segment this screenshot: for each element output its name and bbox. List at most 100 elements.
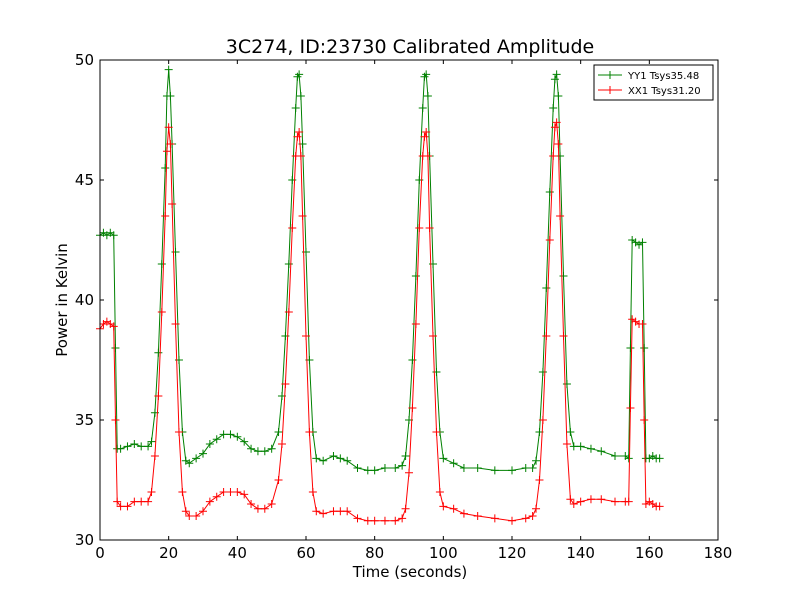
data-point [576,442,585,451]
data-point [556,212,565,220]
data-point [597,495,606,504]
data-point [113,497,122,506]
data-point [137,497,146,506]
data-point [370,516,379,525]
series-line [99,69,660,471]
chart-title: 3C274, ID:23730 Calibrated Amplitude [226,36,594,58]
data-point [212,435,221,444]
data-point [226,488,235,496]
data-point [545,188,554,196]
data-point [312,454,321,463]
data-point [508,466,516,475]
legend-marker [606,86,614,94]
data-point [240,490,249,499]
data-point [116,444,125,453]
data-point [247,500,256,508]
data-point [192,512,201,520]
data-point [144,442,153,451]
data-point [219,488,228,496]
legend: YY1 Tsys35.48 XX1 Tsys31.20 [593,64,714,101]
data-point [144,497,153,506]
data-point [626,344,635,352]
data-point [233,432,242,441]
data-point [640,416,649,424]
data-point [554,92,563,100]
data-point [284,260,293,268]
data-point [329,452,338,460]
data-point [528,464,537,472]
x-tick-label: 20 [159,544,178,562]
data-point [161,212,170,220]
data-point [586,495,595,504]
data-point [157,308,166,316]
data-point [296,152,305,160]
data-point [154,392,163,400]
data-point [408,404,417,412]
data-point [185,459,194,468]
data-point [166,140,175,148]
data-point [253,447,262,456]
data-point [166,92,175,100]
data-point [611,452,619,460]
data-point [521,464,530,472]
data-point [305,428,314,436]
data-point [554,140,563,148]
data-point [111,416,120,424]
data-point [380,464,389,472]
data-point [123,442,132,451]
data-point [401,504,410,513]
data-point [219,430,228,439]
data-point [528,512,537,520]
data-point [405,468,413,477]
data-point [199,449,207,458]
x-tick-label: 180 [704,544,733,562]
data-point [253,504,262,513]
data-point [226,430,235,439]
data-point [111,344,120,352]
data-point [178,488,187,496]
data-point [284,308,293,316]
data-point [164,123,173,132]
data-point [319,509,328,518]
data-point [435,488,444,496]
series-1 [96,118,664,525]
data-point [293,132,302,141]
data-point [123,502,132,511]
data-point [199,507,207,516]
data-point [274,428,283,436]
data-point [532,456,541,465]
x-tick-label: 160 [635,544,664,562]
data-point [422,70,431,79]
data-point [329,507,338,516]
data-point [401,452,410,460]
x-tick-label: 60 [296,544,315,562]
data-point [181,507,190,516]
y-tick-label: 40 [75,291,94,309]
data-point [353,514,362,523]
data-point [291,104,300,112]
data-point [343,456,352,465]
y-tick-label: 45 [75,171,94,189]
data-point [532,504,541,513]
data-point [490,514,499,523]
data-point [550,75,559,84]
plot-area [96,65,664,525]
x-tick-label: 100 [429,544,458,562]
data-point [545,236,554,244]
data-point [363,516,372,525]
data-point [260,447,269,456]
data-point [420,132,429,141]
data-point [277,440,286,448]
data-point [150,452,159,460]
data-point [137,442,146,451]
data-point [439,502,448,511]
data-point [638,320,647,328]
data-point [363,466,372,475]
data-point [566,428,575,436]
data-point [535,476,544,484]
data-point [542,332,551,340]
legend-box [593,64,714,101]
data-point [538,416,547,424]
x-axis-label: Time (seconds) [352,563,468,581]
